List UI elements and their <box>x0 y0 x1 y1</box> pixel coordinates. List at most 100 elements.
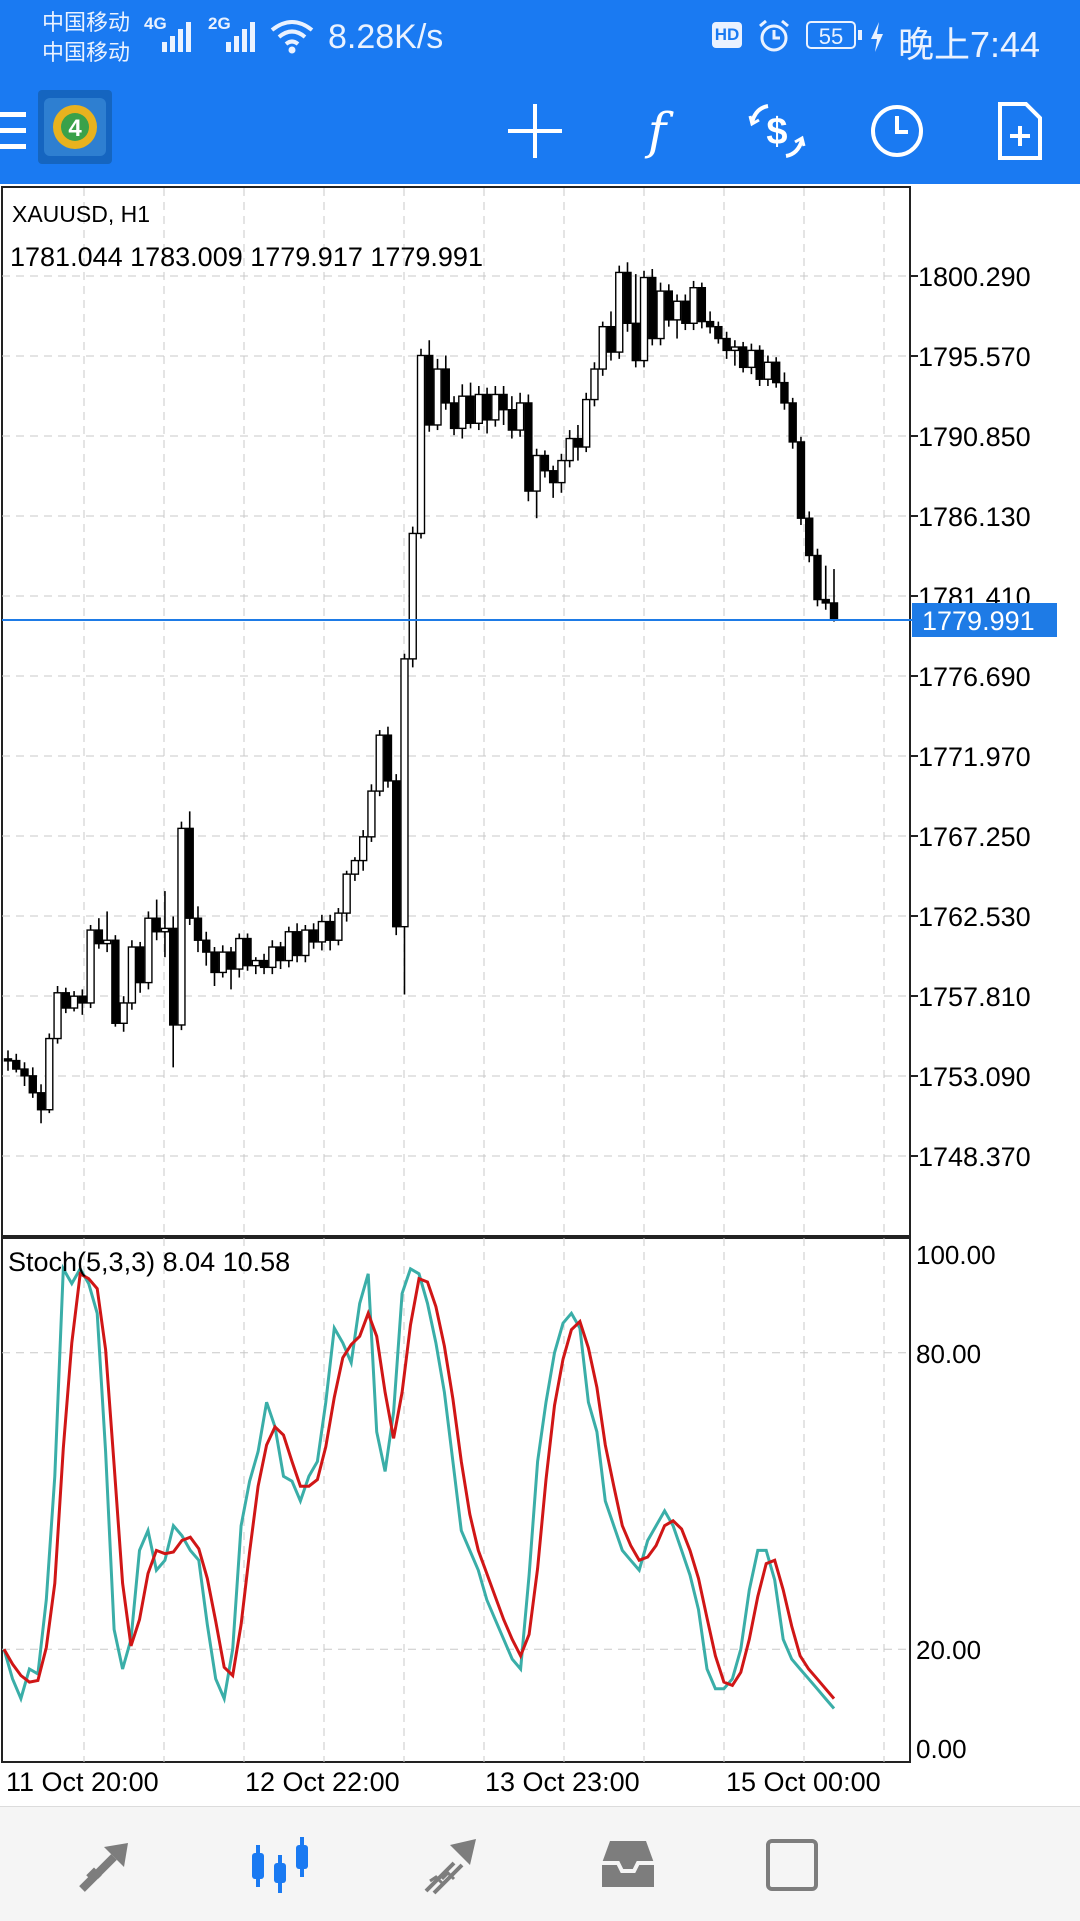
candle-body-72 <box>598 325 607 370</box>
candle-body-83 <box>689 286 698 324</box>
candle-body-75 <box>623 271 632 324</box>
candle-body-60 <box>499 393 508 411</box>
candle-body-88 <box>730 346 740 352</box>
candle-body-20 <box>168 927 178 1026</box>
candle-body-4 <box>36 1092 46 1111</box>
candle-body-1 <box>12 1059 21 1070</box>
candle-body-26 <box>218 951 227 974</box>
candle-body-71 <box>590 368 599 401</box>
candle-body-3 <box>28 1075 37 1094</box>
candle-body-38 <box>317 920 327 943</box>
candle-body-90 <box>747 349 756 369</box>
price-tick-3: 1786.130 <box>918 502 1031 532</box>
price-chart[interactable]: 1800.2901795.5701790.8501786.1301781.410… <box>0 186 1080 1806</box>
candle-body-5 <box>45 1037 54 1111</box>
price-axis: 1800.2901795.5701790.8501786.1301781.410… <box>910 262 1031 1764</box>
candle-body-46 <box>383 734 393 782</box>
candle-body-36 <box>301 929 310 957</box>
signal-bars-1-icon <box>160 18 194 52</box>
candle-body-69 <box>573 437 583 448</box>
time-label-2: 12 Oct 22:00 <box>245 1767 400 1797</box>
chart-area[interactable]: 1800.290 1795.570 1790.850 1786.130 1781.410… <box>0 186 1080 1806</box>
new-document-icon[interactable] <box>986 98 1052 164</box>
candle-body-93 <box>771 361 781 384</box>
ohlc-label: 1781.044 1783.009 1779.917 1779.991 <box>10 242 483 272</box>
battery-icon <box>858 30 862 40</box>
candle-body-50 <box>416 354 426 535</box>
candle-body-73 <box>606 325 616 353</box>
candle-body-74 <box>615 271 624 353</box>
main-panel-frame <box>1 186 911 1237</box>
candle-body-22 <box>185 827 194 919</box>
history-tab-icon[interactable] <box>596 1833 660 1897</box>
indicator-label: Stoch(5,3,3) 8.04 10.58 <box>8 1247 290 1277</box>
candle-body-44 <box>367 790 376 838</box>
trade-tab-icon[interactable] <box>420 1833 484 1897</box>
svg-text:$: $ <box>766 111 787 153</box>
candle-body-98 <box>813 554 822 601</box>
candle-body-24 <box>202 939 211 953</box>
time-label-3: 13 Oct 23:00 <box>485 1767 640 1797</box>
candle-body-59 <box>491 393 500 421</box>
svg-text:4: 4 <box>68 115 82 142</box>
svg-text:f: f <box>644 102 674 160</box>
price-tick-10: 1753.090 <box>918 1062 1031 1092</box>
stoch-tick-1: 80.00 <box>916 1339 981 1369</box>
trade-icon[interactable]: $ <box>744 98 810 164</box>
carrier-1: 中国移动 <box>42 10 131 35</box>
chart-tab-icon[interactable] <box>248 1833 312 1897</box>
function-icon[interactable]: f <box>624 98 690 164</box>
candle-body-8 <box>69 995 79 1009</box>
price-tick-0: 1800.290 <box>918 262 1031 292</box>
candle-body-56 <box>466 395 475 424</box>
signal-bars-2-icon <box>224 18 258 52</box>
menu-icon[interactable] <box>0 112 26 150</box>
battery-level: 55 <box>806 21 856 49</box>
candle-body-63 <box>524 402 533 492</box>
crosshair-icon[interactable] <box>502 98 568 164</box>
candle-body-57 <box>474 393 484 424</box>
network-speed: 8.28K/s <box>328 18 444 56</box>
wifi-icon <box>270 20 314 54</box>
candle-body-16 <box>135 946 145 984</box>
candle-body-89 <box>738 346 748 369</box>
candle-body-79 <box>656 290 665 340</box>
price-tick-8: 1762.530 <box>918 902 1031 932</box>
candle-body-85 <box>705 320 715 328</box>
app-logo-icon[interactable]: 4 <box>38 90 112 164</box>
candle-body-21 <box>177 827 186 1026</box>
candle-body-87 <box>722 337 731 352</box>
symbol-label: XAUUSD, H1 <box>12 201 150 227</box>
candle-body-41 <box>342 873 351 914</box>
chart-grid <box>1 186 911 1763</box>
current-price-tag <box>912 603 1057 637</box>
candle-body-45 <box>375 734 384 792</box>
price-tick-5: 1776.690 <box>918 662 1031 692</box>
candle-body-94 <box>780 381 789 404</box>
candle-body-13 <box>111 939 120 1024</box>
candle-body-34 <box>284 931 294 962</box>
alarm-icon <box>759 19 789 52</box>
stoch-main-line <box>2 1263 836 1710</box>
clock-time: 晚上7:44 <box>898 24 1041 65</box>
quotes-icon[interactable] <box>74 1833 138 1897</box>
candle-body-40 <box>334 912 343 941</box>
candle-body-67 <box>557 459 566 484</box>
stoch-tick-0: 100.00 <box>916 1240 996 1270</box>
candle-body-32 <box>268 946 277 969</box>
candle-body-7 <box>61 992 71 1009</box>
price-tick-7: 1767.250 <box>918 822 1031 852</box>
candle-body-33 <box>276 946 285 962</box>
candle-body-14 <box>119 1002 128 1024</box>
candle-body-96 <box>796 441 806 519</box>
time-label-1: 11 Oct 20:00 <box>6 1767 159 1797</box>
candle-body-76 <box>631 322 640 362</box>
candle-body-68 <box>565 437 574 462</box>
signal-type-1: 4G <box>144 14 167 33</box>
signal-type-2: 2G <box>208 14 231 33</box>
stoch-tick-3: 0.00 <box>916 1734 967 1764</box>
messages-tab-icon[interactable] <box>760 1833 824 1897</box>
candle-body-66 <box>548 470 558 484</box>
clock-icon[interactable] <box>864 98 930 164</box>
candle-body-54 <box>449 402 459 430</box>
